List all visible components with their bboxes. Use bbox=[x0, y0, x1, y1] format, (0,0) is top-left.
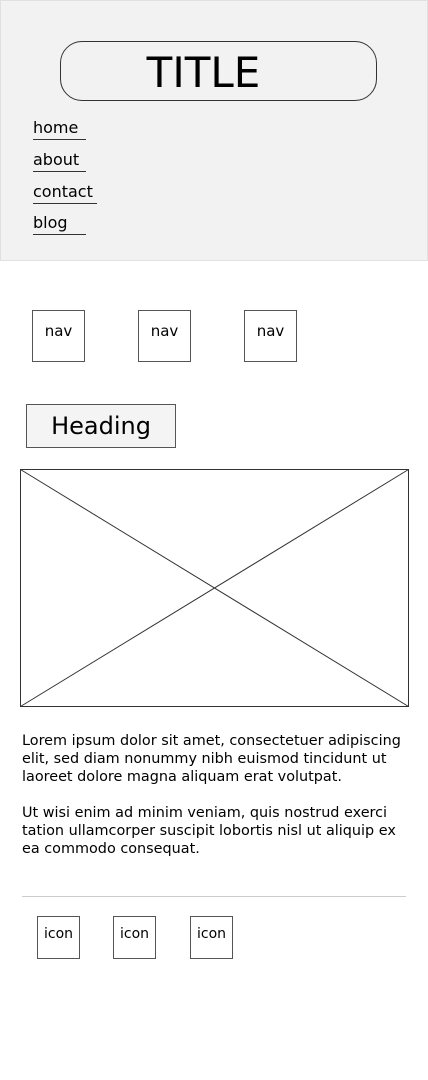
footer-icon-button-1[interactable]: icon bbox=[37, 916, 80, 959]
footer-icon-button-2[interactable]: icon bbox=[113, 916, 156, 959]
body-paragraph-2: Ut wisi enim ad minim veniam, quis nostr… bbox=[22, 805, 396, 857]
image-placeholder bbox=[20, 469, 409, 707]
menu-link-contact[interactable]: contact bbox=[33, 182, 97, 204]
body-paragraph-1: Lorem ipsum dolor sit amet, consectetuer… bbox=[22, 733, 401, 785]
divider bbox=[22, 896, 406, 897]
page-title: TITLE bbox=[146, 47, 261, 97]
header-panel: TITLE home about contact blog bbox=[0, 0, 428, 261]
title-banner: TITLE bbox=[60, 41, 377, 101]
nav-button-2[interactable]: nav bbox=[138, 310, 191, 362]
menu-link-about[interactable]: about bbox=[33, 150, 86, 172]
section-heading: Heading bbox=[26, 404, 176, 448]
section-heading-text: Heading bbox=[51, 412, 151, 440]
menu-link-home[interactable]: home bbox=[33, 118, 86, 140]
nav-button-3[interactable]: nav bbox=[244, 310, 297, 362]
footer-icon-button-3[interactable]: icon bbox=[190, 916, 233, 959]
menu-link-blog[interactable]: blog bbox=[33, 213, 86, 235]
nav-button-1[interactable]: nav bbox=[32, 310, 85, 362]
